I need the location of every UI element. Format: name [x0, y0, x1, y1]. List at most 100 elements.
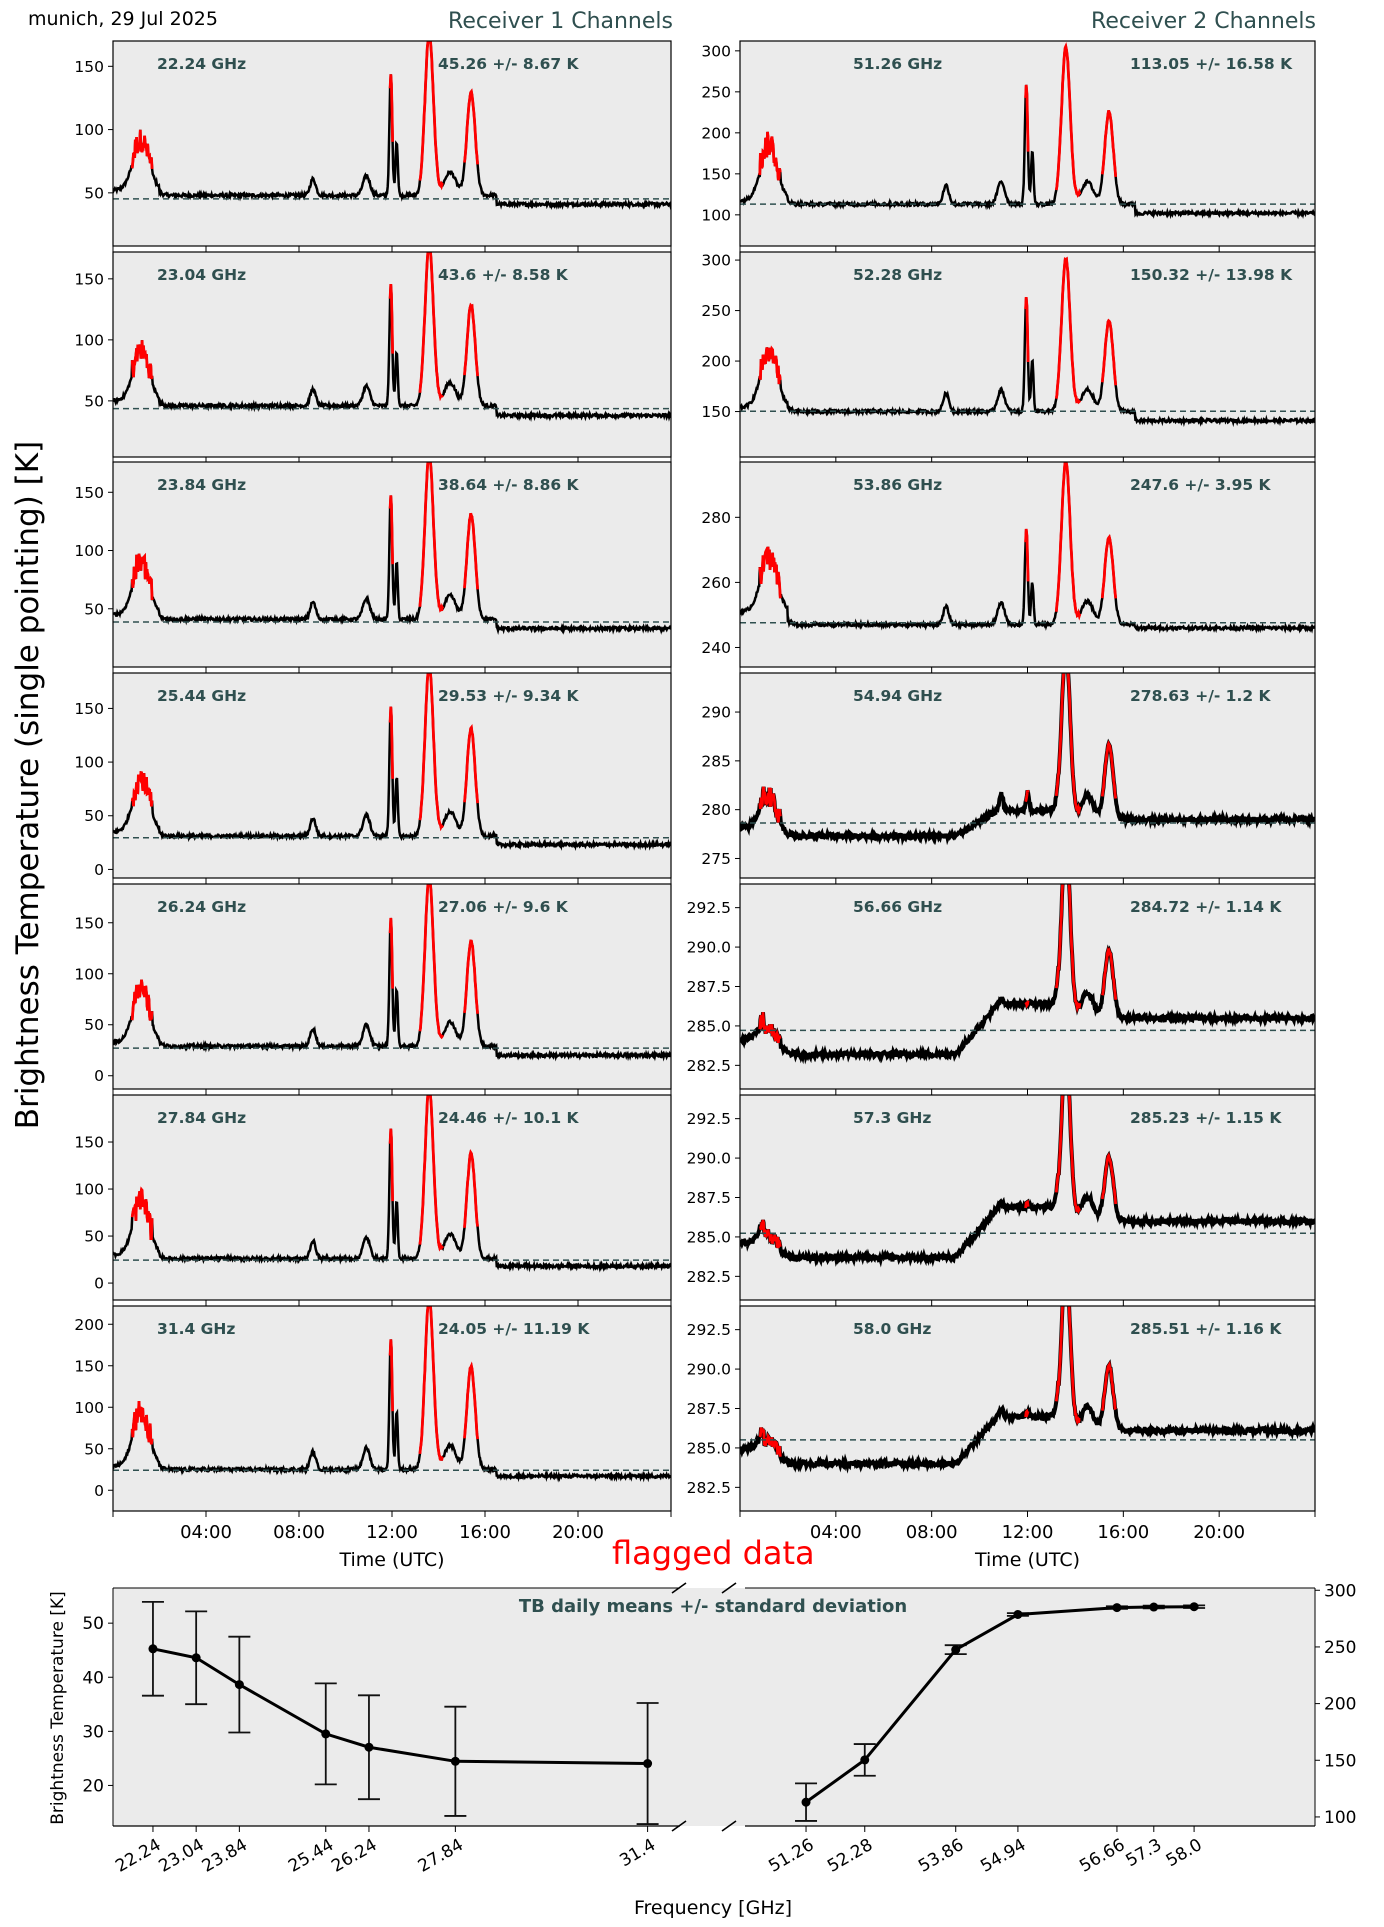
receiver2-title: Receiver 2 Channels	[1091, 9, 1316, 34]
y-tick-label: 100	[74, 121, 104, 139]
receiver2-panel-4: 282.5 285.0 287.5 290.0 292.5 56.66 GHz 284.72…	[687, 883, 1316, 1095]
y-tick-label: 40	[82, 1668, 104, 1688]
y-tick-label: 50	[84, 1016, 104, 1034]
means-point	[1112, 1603, 1122, 1613]
time-tick-label: 20:00	[552, 1522, 604, 1543]
channel-stat-label: 27.06 +/- 9.6 K	[438, 898, 569, 916]
channel-frequency-label: 25.44 GHz	[157, 687, 246, 705]
y-tick-label: 0	[94, 1482, 104, 1500]
receiver2-panel-3: 275 280 285 290 54.94 GHz 278.63 +/- 1.2 K	[701, 672, 1316, 884]
means-point	[1013, 1609, 1023, 1619]
channel-frequency-label: 54.94 GHz	[853, 687, 942, 705]
time-tick-label: 04:00	[180, 1522, 232, 1543]
flagged-data-label: flagged data	[612, 1534, 815, 1572]
time-tick-label: 12:00	[1002, 1522, 1054, 1543]
y-tick-label: 50	[84, 600, 104, 618]
channel-stat-label: 113.05 +/- 16.58 K	[1130, 55, 1293, 73]
y-tick-label: 287.5	[687, 978, 731, 996]
time-tick-label: 20:00	[1193, 1522, 1245, 1543]
y-tick-label: 150	[74, 1134, 104, 1152]
channel-stat-label: 43.6 +/- 8.58 K	[438, 266, 569, 284]
freq-tick-label: 51.26	[765, 1835, 817, 1877]
freq-tick-label: 54.94	[977, 1835, 1029, 1877]
flagged-segment	[759, 1095, 1118, 1249]
means-point	[801, 1797, 811, 1807]
freq-tick-label: 23.04	[156, 1835, 208, 1877]
receiver1-panel-1: 50 100 150 23.04 GHz 43.6 +/- 8.58 K	[74, 251, 672, 463]
y-tick-label: 30	[82, 1722, 104, 1742]
time-tick-label: 12:00	[366, 1522, 418, 1543]
means-point	[643, 1759, 653, 1769]
channel-frequency-label: 23.84 GHz	[157, 476, 246, 494]
y-tick-label: 282.5	[687, 1268, 731, 1286]
y-tick-label: 292.5	[687, 1321, 731, 1339]
flagged-segment	[758, 884, 1118, 1044]
axis-break-mark	[721, 1820, 737, 1832]
y-tick-label: 150	[74, 700, 104, 718]
channel-frequency-label: 23.04 GHz	[157, 266, 246, 284]
freq-tick-label: 27.84	[415, 1835, 467, 1877]
receiver2-panel-2: 240 260 280 53.86 GHz 247.6 +/- 3.95 K	[701, 461, 1316, 673]
axis-break-mark	[721, 1582, 737, 1594]
y-tick-label: 285	[701, 752, 731, 770]
means-point	[1149, 1602, 1159, 1612]
flagged-segment	[130, 462, 479, 613]
y-tick-label: 50	[84, 1228, 104, 1246]
means-point	[321, 1729, 331, 1739]
channel-stat-label: 285.51 +/- 1.16 K	[1130, 1320, 1282, 1338]
y-tick-label: 200	[1324, 1695, 1356, 1715]
flagged-segment	[758, 1306, 1117, 1457]
freq-tick-label: 52.28	[824, 1835, 876, 1877]
y-tick-label: 50	[84, 807, 104, 825]
freq-tick-label: 22.24	[112, 1835, 164, 1877]
channel-frequency-label: 56.66 GHz	[853, 898, 942, 916]
freq-tick-label: 31.4	[616, 1835, 659, 1871]
axis-break-mark	[671, 1582, 687, 1594]
y-tick-label: 0	[94, 1067, 104, 1085]
y-tick-label: 150	[74, 1357, 104, 1375]
channel-stat-label: 150.32 +/- 13.98 K	[1130, 266, 1293, 284]
channel-frequency-label: 58.0 GHz	[853, 1320, 931, 1338]
y-tick-label: 285.0	[687, 1228, 731, 1246]
y-tick-label: 300	[701, 42, 731, 60]
receiver2-panel-5: 282.5 285.0 287.5 290.0 292.5 57.3 GHz 285.23 …	[687, 1094, 1316, 1306]
freq-tick-label: 57.3	[1123, 1835, 1166, 1871]
y-tick-label: 150	[701, 403, 731, 421]
y-tick-label: 280	[701, 509, 731, 527]
flagged-segment	[130, 884, 479, 1040]
y-tick-label: 287.5	[687, 1400, 731, 1418]
axis-break-mark	[671, 1820, 687, 1832]
y-tick-label: 290	[701, 704, 731, 722]
means-chart-title: TB daily means +/- standard deviation	[519, 1596, 907, 1617]
y-tick-label: 100	[1324, 1808, 1356, 1828]
y-tick-label: 280	[701, 801, 731, 819]
flagged-segment	[758, 673, 1118, 823]
y-tick-label: 282.5	[687, 1479, 731, 1497]
channel-frequency-label: 52.28 GHz	[853, 266, 942, 284]
receiver1-panel-2: 50 100 150 23.84 GHz 38.64 +/- 8.86 K	[74, 461, 672, 673]
y-tick-label: 200	[74, 1316, 104, 1334]
channel-stat-label: 29.53 +/- 9.34 K	[438, 687, 580, 705]
y-tick-label: 100	[74, 1399, 104, 1417]
time-tick-label: 08:00	[906, 1522, 958, 1543]
y-tick-label: 292.5	[687, 1110, 731, 1128]
means-background	[113, 1588, 1315, 1826]
time-tick-label: 04:00	[810, 1522, 862, 1543]
means-point	[191, 1653, 201, 1663]
y-tick-label: 285.0	[687, 1017, 731, 1035]
y-tick-label: 150	[74, 270, 104, 288]
receiver2-panel-1: 150 200 250 300 52.28 GHz 150.32 +/- 13.98 K	[701, 251, 1316, 463]
channel-frequency-label: 22.24 GHz	[157, 55, 246, 73]
means-point	[1189, 1602, 1199, 1612]
y-tick-label: 100	[74, 965, 104, 983]
channel-stat-label: 285.23 +/- 1.15 K	[1130, 1109, 1282, 1127]
y-tick-label: 100	[701, 206, 731, 224]
flagged-segment	[758, 42, 1118, 198]
means-point	[951, 1645, 961, 1655]
y-tick-label: 100	[74, 542, 104, 560]
y-tick-label: 300	[701, 252, 731, 270]
flagged-segment	[130, 41, 479, 191]
y-tick-label: 200	[701, 353, 731, 371]
y-tick-label: 300	[1324, 1581, 1356, 1601]
